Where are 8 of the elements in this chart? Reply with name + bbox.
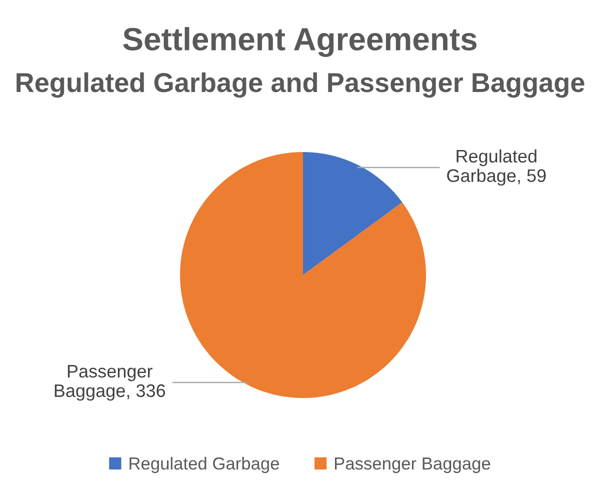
legend-label: Passenger Baggage xyxy=(334,458,490,474)
data-label: Passenger Baggage, 336 xyxy=(54,365,166,401)
pie-slice xyxy=(180,152,426,398)
chart-subtitle: Regulated Garbage and Passenger Baggage xyxy=(16,72,584,98)
chart-title: Settlement Agreements xyxy=(123,27,477,57)
data-label: Regulated Garbage, 59 xyxy=(447,149,546,186)
pie-slice xyxy=(303,152,402,275)
legend-label: Regulated Garbage xyxy=(130,456,279,474)
